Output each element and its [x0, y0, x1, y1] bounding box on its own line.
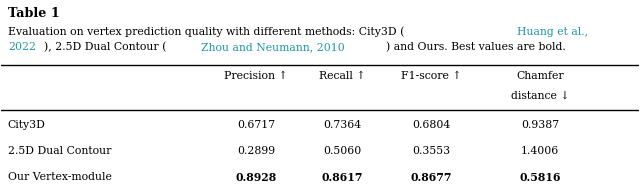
Text: Chamfer: Chamfer: [516, 71, 564, 81]
Text: distance ↓: distance ↓: [511, 91, 569, 101]
Text: 0.5060: 0.5060: [323, 146, 362, 156]
Text: Our Vertex-module: Our Vertex-module: [8, 172, 111, 182]
Text: Evaluation on vertex prediction quality with different methods: City3D (: Evaluation on vertex prediction quality …: [8, 27, 404, 37]
Text: Table 1: Table 1: [8, 7, 60, 20]
Text: 2022: 2022: [8, 42, 36, 52]
Text: 2.5D Dual Contour: 2.5D Dual Contour: [8, 146, 111, 156]
Text: Recall ↑: Recall ↑: [319, 71, 365, 81]
Text: 0.7364: 0.7364: [323, 120, 362, 130]
Text: Zhou and Neumann, 2010: Zhou and Neumann, 2010: [201, 42, 345, 52]
Text: ) and Ours. Best values are bold.: ) and Ours. Best values are bold.: [386, 42, 566, 53]
Text: 0.2899: 0.2899: [237, 146, 275, 156]
Text: 0.6804: 0.6804: [412, 120, 451, 130]
Text: City3D: City3D: [8, 120, 45, 130]
Text: 0.8928: 0.8928: [236, 172, 277, 183]
Text: 0.6717: 0.6717: [237, 120, 275, 130]
Text: 0.5816: 0.5816: [519, 172, 561, 183]
Text: 0.9387: 0.9387: [521, 120, 559, 130]
Text: 0.8617: 0.8617: [321, 172, 363, 183]
Text: 0.8677: 0.8677: [411, 172, 452, 183]
Text: Huang et al.,: Huang et al.,: [517, 27, 588, 37]
Text: ), 2.5D Dual Contour (: ), 2.5D Dual Contour (: [44, 42, 166, 53]
Text: Precision ↑: Precision ↑: [225, 71, 288, 81]
Text: 0.3553: 0.3553: [412, 146, 451, 156]
Text: F1-score ↑: F1-score ↑: [401, 71, 462, 81]
Text: 1.4006: 1.4006: [521, 146, 559, 156]
